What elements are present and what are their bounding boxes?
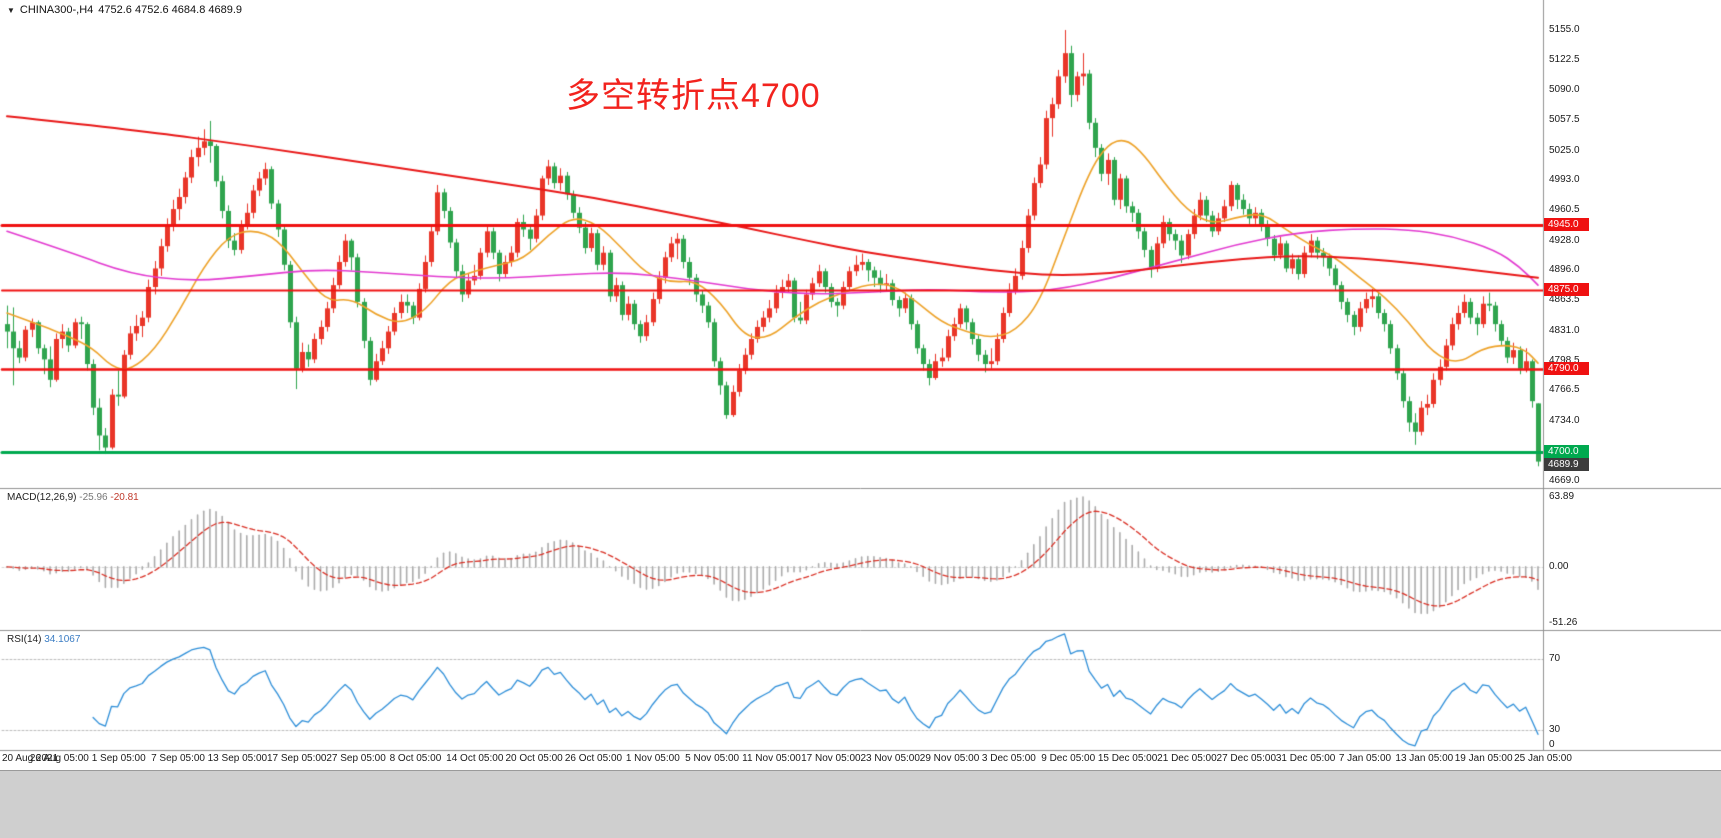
price-tick-label: 4896.0 (1549, 264, 1580, 276)
rsi-axis-label: 70 (1549, 653, 1561, 665)
time-tick-label: 13 Sep 05:00 (207, 753, 268, 764)
time-tick-label: 7 Sep 05:00 (151, 753, 205, 764)
time-tick-label: 31 Dec 05:00 (1275, 753, 1336, 764)
symbol-title: CHINA300-,H4 (19, 4, 94, 16)
time-tick-label: 13 Jan 05:00 (1395, 753, 1454, 764)
rsi-axis-label: 0 (1549, 739, 1555, 750)
price-tick-label: 4734.0 (1549, 414, 1580, 426)
time-tick-label: 14 Oct 05:00 (446, 753, 504, 764)
price-line-badge: 4700.0 (1544, 445, 1589, 459)
price-tick-label: 4928.0 (1549, 234, 1580, 246)
time-tick-label: 21 Dec 05:00 (1157, 753, 1217, 764)
symbol-header: ▼ CHINA300-,H4 4752.6 4752.6 4684.8 4689… (7, 4, 242, 16)
price-tick-label: 5122.5 (1549, 54, 1580, 66)
rsi-axis-label: 30 (1549, 723, 1561, 735)
macd-axis-label: 63.89 (1549, 491, 1575, 502)
macd-indicator-label: MACD(12,26,9) -25.96 -20.81 (7, 492, 139, 503)
rsi-indicator-label: RSI(14) 34.1067 (7, 634, 80, 645)
time-tick-label: 26 Oct 05:00 (564, 753, 623, 764)
macd-axis-label: 0.00 (1549, 560, 1569, 572)
price-tick-label: 5057.5 (1549, 114, 1580, 126)
time-tick-label: 26 Aug 05:00 (29, 753, 89, 764)
time-tick-label: 3 Dec 05:00 (981, 753, 1036, 764)
price-tick-label: 4798.5 (1549, 354, 1580, 366)
ohlc-readout: 4752.6 4752.6 4684.8 4689.9 (98, 4, 243, 16)
price-tick-label: 4831.0 (1549, 324, 1580, 336)
price-tick-label: 4766.5 (1549, 384, 1580, 396)
chart-annotation-text: 多空转折点4700 (566, 77, 821, 115)
price-tick-label: 5090.0 (1549, 84, 1580, 96)
time-tick-label: 8 Oct 05:00 (389, 753, 442, 764)
time-tick-label: 19 Jan 05:00 (1454, 753, 1513, 764)
price-tick-label: 4669.0 (1549, 474, 1580, 486)
time-tick-label: 20 Aug 2021 (2, 753, 59, 764)
time-tick-label: 11 Nov 05:00 (742, 753, 801, 764)
time-tick-label: 17 Sep 05:00 (266, 753, 327, 764)
current-price-badge: 4689.9 (1544, 457, 1589, 471)
macd-name: MACD(12,26,9) (7, 492, 77, 503)
price-tick-label: 5155.0 (1549, 23, 1580, 35)
time-tick-label: 27 Sep 05:00 (326, 753, 386, 764)
time-tick-label: 29 Nov 05:00 (919, 753, 980, 764)
rsi-value: 34.1067 (44, 634, 81, 645)
price-line-badge: 4945.0 (1544, 217, 1589, 231)
time-tick-label: 7 Jan 05:00 (1338, 753, 1392, 764)
time-tick-label: 9 Dec 05:00 (1041, 753, 1096, 764)
time-tick-label: 23 Nov 05:00 (860, 753, 920, 764)
price-tick-label: 5025.0 (1549, 144, 1580, 156)
time-tick-label: 15 Dec 05:00 (1097, 753, 1158, 764)
macd-main-value: -25.96 (79, 492, 108, 503)
time-tick-label: 17 Nov 05:00 (801, 753, 861, 764)
time-tick-label: 27 Dec 05:00 (1216, 753, 1277, 764)
time-tick-label: 1 Nov 05:00 (625, 753, 680, 764)
time-tick-label: 1 Sep 05:00 (91, 753, 146, 764)
price-tick-label: 4960.5 (1549, 204, 1580, 216)
rsi-name: RSI(14) (7, 634, 42, 645)
time-tick-label: 5 Nov 05:00 (685, 753, 740, 764)
macd-signal-value: -20.81 (110, 492, 139, 503)
time-axis[interactable]: 20 Aug 2021 26 Aug 05:00 1 Sep 05:00 7 Sep … (0, 753, 1721, 769)
price-tick-label: 4863.5 (1549, 294, 1580, 306)
price-line-badge: 4790.0 (1544, 361, 1589, 375)
price-line-badge: 4875.0 (1544, 282, 1589, 296)
time-tick-label: 25 Jan 05:00 (1514, 753, 1572, 764)
time-tick-label: 20 Oct 05:00 (505, 753, 563, 764)
price-tick-label: 4993.0 (1549, 174, 1580, 186)
collapse-arrow-icon[interactable]: ▼ (7, 5, 15, 15)
bottom-chrome (0, 770, 1721, 838)
macd-axis-label: -51.26 (1549, 617, 1578, 628)
